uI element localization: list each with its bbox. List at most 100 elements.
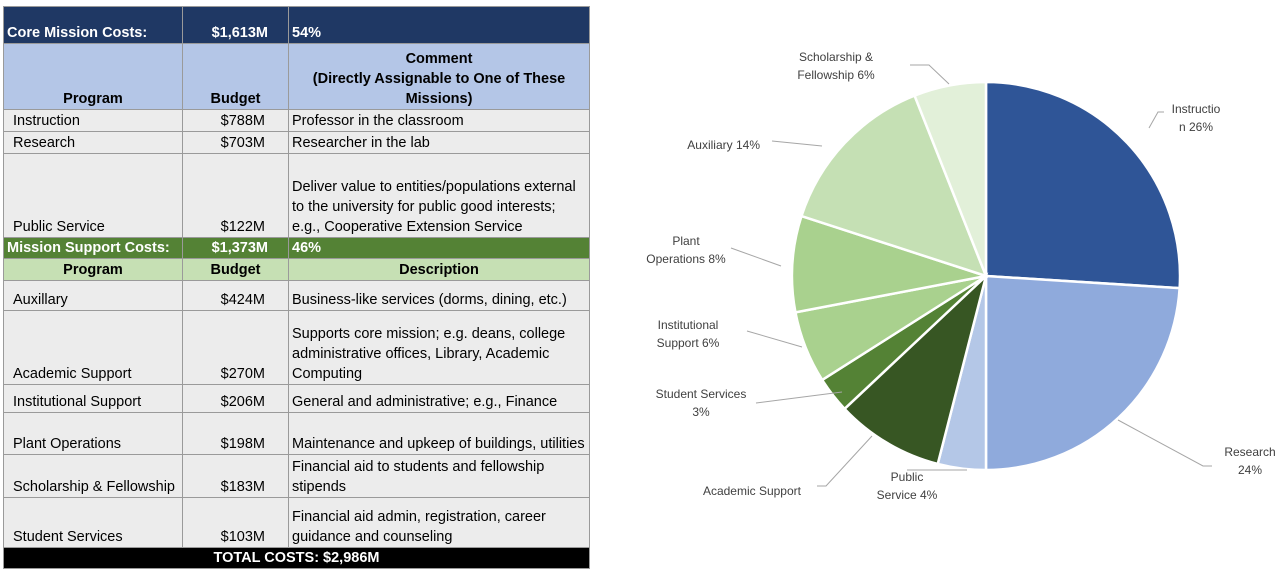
- slice-label-line: Fellowship 6%: [797, 68, 875, 82]
- program-cell: Auxillary: [3, 280, 183, 311]
- table-row: Auxillary $424M Business-like services (…: [3, 280, 590, 311]
- description-cell: Supports core mission; e.g. deans, colle…: [288, 310, 590, 385]
- total-row: TOTAL COSTS: $2,986M: [3, 547, 590, 569]
- slice-label-line: Plant: [672, 234, 700, 248]
- table-row: Research $703M Researcher in the lab: [3, 131, 590, 154]
- mission-support-header-row: Mission Support Costs: $1,373M 46%: [3, 237, 590, 259]
- budget-cell: $270M: [182, 310, 289, 385]
- leader-line: [1117, 419, 1212, 467]
- slice-label-line: Academic Support: [703, 484, 802, 498]
- slice-label: Institutional Support 6%: [657, 318, 720, 350]
- pie-slice: [984, 80, 1182, 290]
- slice-label-line: Auxiliary 14%: [687, 138, 760, 152]
- leader-line: [910, 64, 950, 85]
- description-column-header: Description: [288, 258, 590, 281]
- table-row: Instruction $788M Professor in the class…: [3, 109, 590, 132]
- program-cell: Academic Support: [3, 310, 183, 385]
- slice-label-line: Research: [1224, 445, 1275, 459]
- leader-line: [755, 391, 843, 404]
- table-row: Plant Operations $198M Maintenance and u…: [3, 412, 590, 455]
- core-column-headers: Program Budget Comment (Directly Assigna…: [3, 43, 590, 110]
- program-cell: Plant Operations: [3, 412, 183, 455]
- pie-slice: [790, 214, 987, 314]
- program-cell: Research: [3, 131, 183, 154]
- cost-table: Core Mission Costs: $1,613M 54% Program …: [3, 6, 590, 569]
- pie-slices: [790, 80, 1182, 472]
- program-cell: Instruction: [3, 109, 183, 132]
- mission-support-budget: $1,373M: [182, 237, 289, 259]
- slice-labels: Instructio n 26% Research 24% Public Service …: [646, 50, 1275, 502]
- slice-label: Research 24%: [1224, 445, 1275, 477]
- budget-cell: $122M: [182, 153, 289, 238]
- program-cell: Institutional Support: [3, 384, 183, 413]
- budget-cell: $198M: [182, 412, 289, 455]
- slice-label: Academic Support: [703, 484, 802, 498]
- slice-label-line: Operations 8%: [646, 252, 726, 266]
- budget-cell: $206M: [182, 384, 289, 413]
- leader-lines: [730, 64, 1212, 487]
- program-cell: Scholarship & Fellowship: [3, 454, 183, 498]
- program-cell: Public Service: [3, 153, 183, 238]
- description-cell: General and administrative; e.g., Financ…: [288, 384, 590, 413]
- table-row: Public Service $122M Deliver value to en…: [3, 153, 590, 238]
- slice-label-line: Service 4%: [877, 488, 938, 502]
- slice-label-line: Public: [891, 470, 924, 484]
- slice-label: Instructio n 26%: [1172, 102, 1221, 134]
- slice-label-line: Student Services: [656, 387, 747, 401]
- leader-line: [730, 247, 782, 267]
- core-mission-header-row: Core Mission Costs: $1,613M 54%: [3, 6, 590, 44]
- program-column-header: Program: [3, 43, 183, 110]
- leader-line: [746, 330, 803, 348]
- slice-label-line: Institutional: [658, 318, 719, 332]
- slice-label: Public Service 4%: [877, 470, 938, 502]
- total-costs: TOTAL COSTS: $2,986M: [3, 547, 590, 569]
- slice-label: Plant Operations 8%: [646, 234, 726, 266]
- description-cell: Financial aid admin, registration, caree…: [288, 497, 590, 548]
- support-column-headers: Program Budget Description: [3, 258, 590, 281]
- table-row: Academic Support $270M Supports core mis…: [3, 310, 590, 385]
- mission-support-label: Mission Support Costs:: [3, 237, 183, 259]
- slice-label-line: 24%: [1238, 463, 1262, 477]
- core-mission-budget: $1,613M: [182, 6, 289, 44]
- core-mission-pct: 54%: [288, 6, 590, 44]
- comment-header-line2: (Directly Assignable to One of These Mis…: [312, 71, 566, 107]
- table-row: Institutional Support $206M General and …: [3, 384, 590, 413]
- slice-label-line: Scholarship &: [799, 50, 873, 64]
- comment-column-header: Comment (Directly Assignable to One of T…: [288, 43, 590, 110]
- leader-line: [1148, 111, 1164, 129]
- pie-chart: Instructio n 26% Research 24% Public Service …: [646, 50, 1275, 502]
- pie-slice: [984, 274, 1181, 472]
- comment-header-line1: Comment: [405, 51, 473, 67]
- slice-label-line: 3%: [692, 405, 710, 419]
- budget-cell: $103M: [182, 497, 289, 548]
- description-cell: Maintenance and upkeep of buildings, uti…: [288, 412, 590, 455]
- description-cell: Business-like services (dorms, dining, e…: [288, 280, 590, 311]
- leader-line: [817, 435, 873, 487]
- budget-column-header: Budget: [182, 43, 289, 110]
- slice-label-line: Support 6%: [657, 336, 720, 350]
- budget-cell: $788M: [182, 109, 289, 132]
- pie-slice: [842, 272, 989, 466]
- comment-cell: Professor in the classroom: [288, 109, 590, 132]
- program-cell: Student Services: [3, 497, 183, 548]
- table-row: Scholarship & Fellowship $183M Financial…: [3, 454, 590, 498]
- leader-line: [771, 140, 823, 147]
- program-column-header: Program: [3, 258, 183, 281]
- mission-support-pct: 46%: [288, 237, 590, 259]
- table-row: Student Services $103M Financial aid adm…: [3, 497, 590, 548]
- slice-label: Student Services 3%: [656, 387, 747, 419]
- slice-label: Scholarship & Fellowship 6%: [797, 50, 875, 82]
- slice-label: Auxiliary 14%: [687, 138, 760, 152]
- pie-slice: [799, 93, 989, 279]
- slice-label-line: n 26%: [1179, 120, 1213, 134]
- pie-slice: [912, 80, 988, 277]
- comment-cell: Researcher in the lab: [288, 131, 590, 154]
- slice-label-line: Instructio: [1172, 102, 1221, 116]
- comment-cell: Deliver value to entities/populations ex…: [288, 153, 590, 238]
- description-cell: Financial aid to students and fellowship…: [288, 454, 590, 498]
- budget-cell: $703M: [182, 131, 289, 154]
- core-mission-label: Core Mission Costs:: [3, 6, 183, 44]
- budget-cell: $424M: [182, 280, 289, 311]
- budget-column-header: Budget: [182, 258, 289, 281]
- budget-cell: $183M: [182, 454, 289, 498]
